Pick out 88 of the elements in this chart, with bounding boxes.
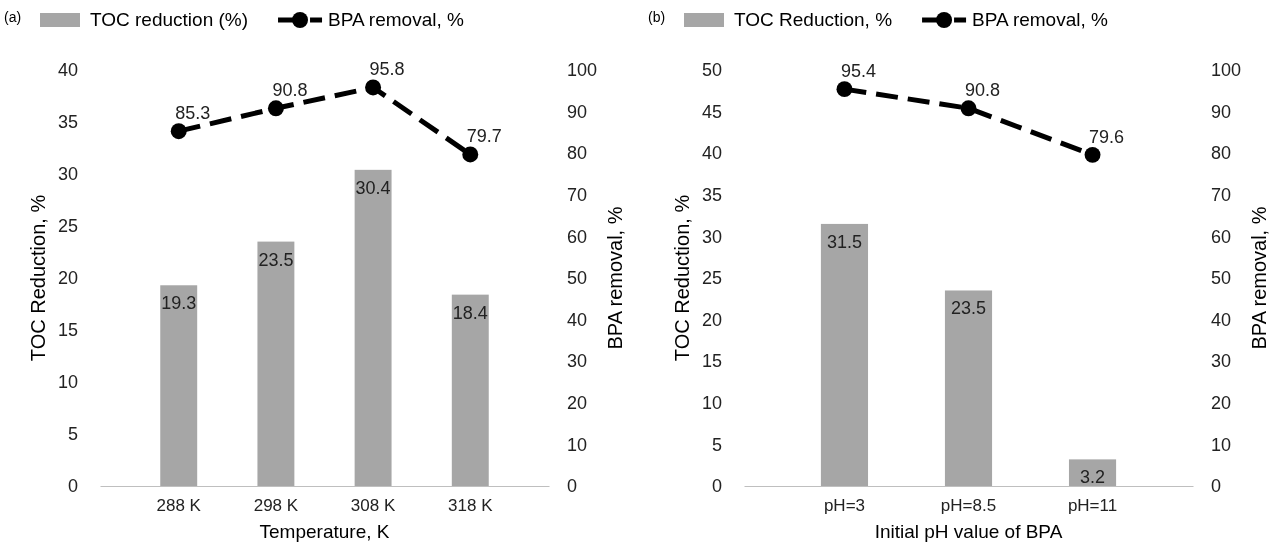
x-tick-label: pH=11 [1067,496,1118,516]
data-label: 79.6 [1089,126,1125,147]
legend-label: BPA removal, % [972,9,1109,30]
y2-tick-label: 100 [1211,60,1242,81]
x-axis-title: Initial pH value of BPA [874,521,1063,542]
y-tick-label: 30 [701,226,722,247]
y-tick-label: 25 [57,216,78,237]
bar [257,241,295,486]
y2-axis-title: BPA removal, % [604,206,626,350]
data-label: 85.3 [175,103,211,124]
y2-tick-label: 30 [1211,351,1232,372]
y-tick-label: 40 [701,143,722,164]
y2-tick-label: 0 [567,476,578,497]
y2-tick-label: 60 [567,226,588,247]
point [365,79,382,96]
y2-tick-label: 60 [1211,226,1232,247]
x-tick-label: 288 K [156,496,202,516]
data-label: 18.4 [452,302,488,323]
data-label: 19.3 [161,293,197,314]
x-tick-label: 298 K [253,496,299,516]
y2-tick-label: 10 [567,434,588,455]
y-tick-label: 0 [67,476,78,497]
y-tick-label: 45 [701,101,722,122]
x-axis-title: Temperature, K [259,521,390,542]
y-tick-label: 15 [57,320,78,341]
legend-label: TOC reduction (%) [90,9,249,30]
y2-tick-label: 80 [1211,143,1232,164]
point [836,81,853,98]
legend-label: BPA removal, % [328,9,464,30]
data-label: 31.5 [826,231,862,252]
y-tick-label: 50 [701,60,722,81]
chart-title: (b) [648,9,666,25]
y-tick-label: 30 [57,164,78,185]
data-label: 95.8 [369,59,405,80]
bar [820,223,869,486]
y-tick-label: 25 [701,268,722,289]
data-label: 79.7 [466,126,502,147]
y-tick-label: 35 [701,185,722,206]
y-tick-label: 20 [701,309,722,330]
data-label: 23.5 [950,298,987,319]
y2-tick-label: 80 [567,143,588,164]
x-tick-label: 308 K [350,496,396,516]
y2-tick-label: 0 [1211,476,1222,497]
y2-tick-label: 70 [1211,185,1232,206]
y2-tick-label: 100 [567,60,598,81]
chart-title: (a) [4,9,22,25]
y2-tick-label: 50 [567,268,588,289]
y2-tick-label: 90 [1211,101,1232,122]
y-axis-title: TOC Reduction, % [671,194,693,362]
y-tick-label: 0 [711,476,722,497]
y-tick-label: 35 [57,112,78,133]
x-tick-label: pH=3 [823,496,866,516]
y-tick-label: 15 [701,351,722,372]
y2-tick-label: 40 [567,309,588,330]
y2-tick-label: 70 [567,185,588,206]
y2-tick-label: 40 [1211,309,1232,330]
x-tick-label: 318 K [448,496,494,516]
y-tick-label: 5 [711,434,722,455]
data-label: 90.8 [272,80,308,101]
point [960,100,977,117]
bar [451,294,489,486]
point [170,123,187,140]
y2-tick-label: 50 [1211,268,1232,289]
y-axis-title: TOC Reduction, % [27,194,49,362]
y-tick-label: 40 [57,60,78,81]
point [267,100,284,117]
point [1084,146,1101,163]
data-label: 3.2 [1080,467,1106,488]
point [462,146,479,163]
data-label: 23.5 [258,249,294,270]
bar [160,285,198,486]
y-tick-label: 20 [57,268,78,289]
y2-tick-label: 20 [567,393,588,414]
data-label: 30.4 [355,177,391,198]
legend-label: TOC Reduction, % [734,9,893,30]
x-tick-label: pH=8.5 [940,496,997,516]
data-label: 90.8 [964,80,1001,101]
bar [354,169,392,486]
y2-tick-label: 30 [567,351,588,372]
y2-axis-title: BPA removal, % [1248,206,1270,350]
y2-tick-label: 20 [1211,393,1232,414]
y-tick-label: 10 [57,372,78,393]
y-tick-label: 5 [67,424,78,445]
bar [944,290,993,486]
y2-tick-label: 90 [567,101,588,122]
y-tick-label: 10 [701,393,722,414]
data-label: 95.4 [840,61,876,82]
y2-tick-label: 10 [1211,434,1232,455]
